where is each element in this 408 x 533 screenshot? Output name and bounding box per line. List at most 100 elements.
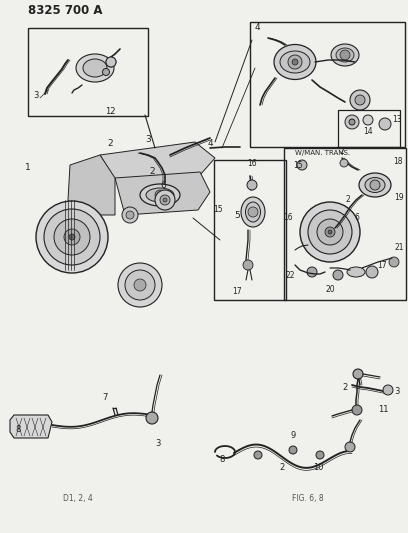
Ellipse shape <box>83 59 107 77</box>
Text: 3: 3 <box>155 440 161 448</box>
Text: 20: 20 <box>325 286 335 295</box>
Text: 3: 3 <box>145 135 151 144</box>
Text: 3: 3 <box>394 387 400 397</box>
Text: 12: 12 <box>105 108 115 117</box>
Circle shape <box>350 90 370 110</box>
Circle shape <box>134 279 146 291</box>
Circle shape <box>340 50 350 60</box>
Ellipse shape <box>274 44 316 79</box>
Text: 8325 700 A: 8325 700 A <box>28 4 102 18</box>
Polygon shape <box>100 142 215 180</box>
Circle shape <box>363 115 373 125</box>
Ellipse shape <box>246 202 260 222</box>
Ellipse shape <box>365 177 385 192</box>
Text: 17: 17 <box>232 287 242 296</box>
Circle shape <box>383 385 393 395</box>
Circle shape <box>366 266 378 278</box>
Text: W/MAN. TRANS.: W/MAN. TRANS. <box>295 150 350 156</box>
Ellipse shape <box>336 48 354 62</box>
Circle shape <box>122 207 138 223</box>
Circle shape <box>146 412 158 424</box>
Circle shape <box>288 55 302 69</box>
Text: 19: 19 <box>394 192 404 201</box>
Text: 10: 10 <box>313 464 323 472</box>
Circle shape <box>64 229 80 245</box>
Bar <box>250 22 405 147</box>
Circle shape <box>292 59 298 65</box>
Ellipse shape <box>347 267 365 277</box>
Text: 17: 17 <box>377 261 387 270</box>
Circle shape <box>349 119 355 125</box>
Bar <box>28 28 148 116</box>
Circle shape <box>243 260 253 270</box>
Text: D1, 2, 4: D1, 2, 4 <box>63 494 93 503</box>
Circle shape <box>300 202 360 262</box>
Circle shape <box>328 230 332 234</box>
Text: FIG. 6, 8: FIG. 6, 8 <box>292 494 324 503</box>
Text: 4: 4 <box>207 139 213 148</box>
Text: 6: 6 <box>160 181 166 190</box>
Ellipse shape <box>359 173 391 197</box>
Circle shape <box>345 442 355 452</box>
Circle shape <box>163 198 167 202</box>
Ellipse shape <box>241 197 265 227</box>
Circle shape <box>155 190 165 200</box>
Text: 15: 15 <box>293 160 303 169</box>
Bar <box>284 148 406 300</box>
Circle shape <box>389 257 399 267</box>
Circle shape <box>106 57 116 67</box>
Text: 2: 2 <box>346 196 350 205</box>
Circle shape <box>307 267 317 277</box>
Circle shape <box>316 451 324 459</box>
Circle shape <box>355 95 365 105</box>
Text: 7: 7 <box>102 393 108 402</box>
Circle shape <box>44 209 100 265</box>
Circle shape <box>353 369 363 379</box>
Circle shape <box>340 159 348 167</box>
Circle shape <box>297 160 307 170</box>
Circle shape <box>125 270 155 300</box>
Circle shape <box>109 60 113 64</box>
Text: 2: 2 <box>107 140 113 149</box>
Text: 8: 8 <box>220 456 225 464</box>
Ellipse shape <box>140 184 180 206</box>
Circle shape <box>289 446 297 454</box>
Circle shape <box>317 219 343 245</box>
Text: 8: 8 <box>16 425 21 434</box>
Text: 2: 2 <box>339 148 344 157</box>
Circle shape <box>308 210 352 254</box>
Circle shape <box>325 227 335 237</box>
Circle shape <box>36 201 108 273</box>
Circle shape <box>345 115 359 129</box>
Ellipse shape <box>76 54 114 82</box>
Text: 16: 16 <box>247 158 257 167</box>
Circle shape <box>247 180 257 190</box>
Circle shape <box>54 219 90 255</box>
Text: 3: 3 <box>33 91 39 100</box>
Text: 16: 16 <box>283 214 293 222</box>
Text: 11: 11 <box>378 406 388 415</box>
Text: 14: 14 <box>363 127 373 136</box>
Text: 2: 2 <box>279 464 285 472</box>
Bar <box>338 110 400 147</box>
Polygon shape <box>68 155 115 215</box>
Ellipse shape <box>331 44 359 66</box>
Bar <box>214 160 286 300</box>
Circle shape <box>102 69 109 76</box>
Circle shape <box>155 190 175 210</box>
Ellipse shape <box>280 51 310 73</box>
Text: 2: 2 <box>149 167 155 176</box>
Polygon shape <box>115 172 210 215</box>
Text: 4: 4 <box>254 22 260 31</box>
Polygon shape <box>10 415 52 438</box>
Text: 1: 1 <box>25 164 31 173</box>
Text: 2: 2 <box>342 384 348 392</box>
Circle shape <box>352 405 362 415</box>
Ellipse shape <box>146 188 174 202</box>
Text: 13: 13 <box>392 116 402 125</box>
Circle shape <box>248 207 258 217</box>
Circle shape <box>106 57 116 67</box>
Circle shape <box>118 263 162 307</box>
Text: 22: 22 <box>285 271 295 280</box>
Circle shape <box>379 118 391 130</box>
